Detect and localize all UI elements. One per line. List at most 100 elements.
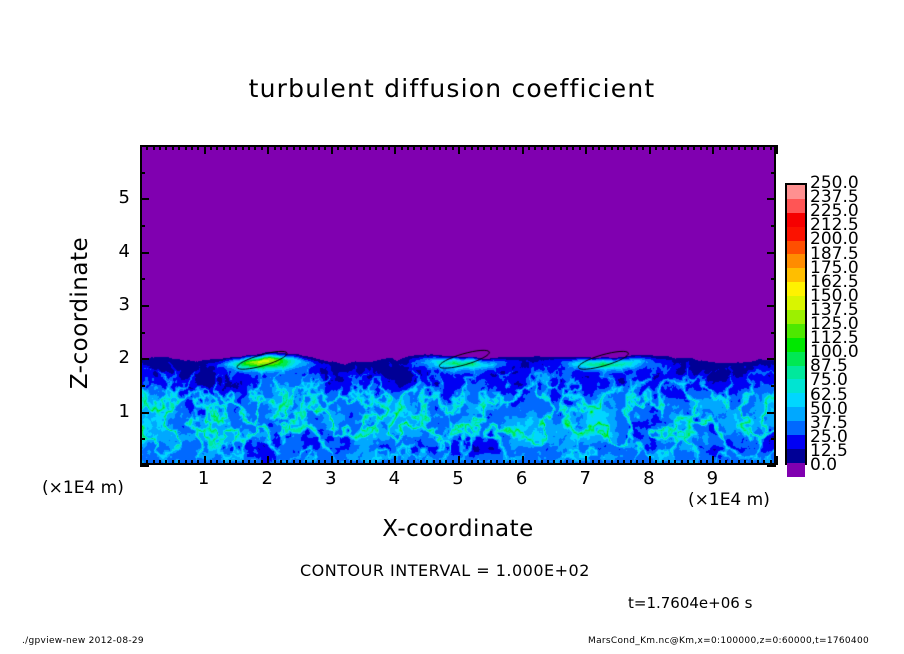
contour-interval-annotation: CONTOUR INTERVAL = 1.000E+02 [300, 561, 590, 580]
x-axis-tick [363, 460, 365, 465]
x-axis-tick [452, 460, 454, 465]
x-axis-tick-top [318, 145, 320, 150]
y-axis-tick-right [771, 438, 776, 440]
x-axis-tick [204, 456, 206, 465]
turbulent-diffusion-field [142, 147, 774, 463]
x-axis-label: 5 [452, 468, 464, 489]
x-axis-tick-top [681, 145, 683, 150]
x-axis-tick-top [452, 145, 454, 150]
x-axis-tick-top [363, 145, 365, 150]
x-axis-tick-top [242, 145, 244, 150]
x-axis-tick [515, 460, 517, 465]
y-axis-label: 1 [118, 400, 130, 422]
x-axis-tick [165, 460, 167, 465]
x-axis-tick [572, 460, 574, 465]
y-axis-tick-right [767, 145, 776, 147]
x-axis-tick-top [636, 145, 638, 150]
x-axis-tick [731, 460, 733, 465]
x-axis-tick [413, 460, 415, 465]
colorbar-band [787, 448, 805, 463]
x-axis-tick [375, 460, 377, 465]
x-axis-title: X-coordinate [382, 516, 534, 542]
x-axis-tick [579, 460, 581, 465]
x-axis-tick-top [649, 145, 651, 154]
page-title: turbulent diffusion coefficient [248, 74, 656, 103]
y-axis-tick-right [771, 172, 776, 174]
x-axis-tick [407, 460, 409, 465]
x-axis-tick-top [534, 145, 536, 150]
x-axis-tick [623, 460, 625, 465]
x-axis-tick [223, 460, 225, 465]
x-axis-tick-top [731, 145, 733, 150]
x-axis-tick [140, 456, 142, 465]
x-axis-tick [153, 460, 155, 465]
x-axis-tick-top [305, 145, 307, 150]
x-axis-tick-top [630, 145, 632, 150]
y-axis-tick [140, 332, 145, 334]
x-axis-tick [439, 460, 441, 465]
colorbar-band [787, 351, 805, 366]
x-axis-tick [464, 460, 466, 465]
colorbar-label: 62.5 [810, 384, 848, 405]
x-axis-tick-top [674, 145, 676, 150]
x-axis-tick [725, 460, 727, 465]
x-axis-tick-top [757, 145, 759, 150]
x-axis-tick [312, 460, 314, 465]
x-axis-tick [274, 460, 276, 465]
x-axis-tick-top [751, 145, 753, 150]
x-axis-tick-top [503, 145, 505, 150]
x-axis-tick-top [324, 145, 326, 150]
x-axis-tick [235, 460, 237, 465]
x-axis-tick [286, 460, 288, 465]
x-axis-tick-top [248, 145, 250, 150]
x-axis-tick [598, 460, 600, 465]
colorbar-labels: 250.0 237.5 225.0 212.5 200.0 187.5 175.0 162.5… [810, 175, 890, 474]
x-axis-tick [178, 460, 180, 465]
x-axis-tick-top [617, 145, 619, 150]
x-axis-tick [210, 460, 212, 465]
x-axis-tick-top [655, 145, 657, 150]
x-axis-tick [490, 460, 492, 465]
x-axis-tick-top [146, 145, 148, 150]
colorbar-band [787, 365, 805, 380]
x-axis-tick [630, 460, 632, 465]
x-axis-tick-top [388, 145, 390, 150]
colorbar-band [787, 212, 805, 227]
colorbar-label: 237.5 [810, 187, 859, 208]
x-axis-tick-top [312, 145, 314, 150]
colorbar-band [787, 393, 805, 408]
x-axis-tick-top [286, 145, 288, 150]
x-axis-tick [426, 460, 428, 465]
y-axis-tick-right [771, 385, 776, 387]
footer-dataset: MarsCond_Km.nc@Km,x=0:100000,z=0:60000,t… [588, 636, 869, 646]
x-axis-tick-top [515, 145, 517, 150]
colorbar-band [787, 226, 805, 241]
colorbar-label: 37.5 [810, 412, 848, 433]
x-axis-tick [477, 460, 479, 465]
colorbar-label: 75.0 [810, 370, 848, 391]
x-axis-tick [687, 460, 689, 465]
colorbar-label: 50.0 [810, 398, 848, 419]
x-axis-tick-top [528, 145, 530, 150]
x-axis-tick [324, 460, 326, 465]
x-axis-tick-top [744, 145, 746, 150]
x-axis-tick [299, 460, 301, 465]
x-axis-tick [483, 460, 485, 465]
y-axis-tick [140, 465, 149, 467]
footer-command: ./gpview-new 2012-08-29 [22, 636, 144, 646]
x-axis-tick-top [592, 145, 594, 150]
x-axis-tick [662, 460, 664, 465]
colorbar-band [787, 296, 805, 311]
x-axis-tick [401, 460, 403, 465]
x-axis-label: 1 [197, 468, 210, 489]
colorbar-label: 137.5 [810, 299, 859, 320]
x-axis-tick-top [172, 145, 174, 150]
x-axis-tick-top [509, 145, 511, 150]
x-axis-tick [356, 460, 358, 465]
x-axis-tick-top [776, 145, 778, 154]
x-axis-tick-top [522, 145, 524, 154]
y-axis-tick-right [767, 412, 776, 414]
x-axis-tick [560, 460, 562, 465]
x-axis-tick-top [331, 145, 333, 154]
x-axis-tick [553, 460, 555, 465]
